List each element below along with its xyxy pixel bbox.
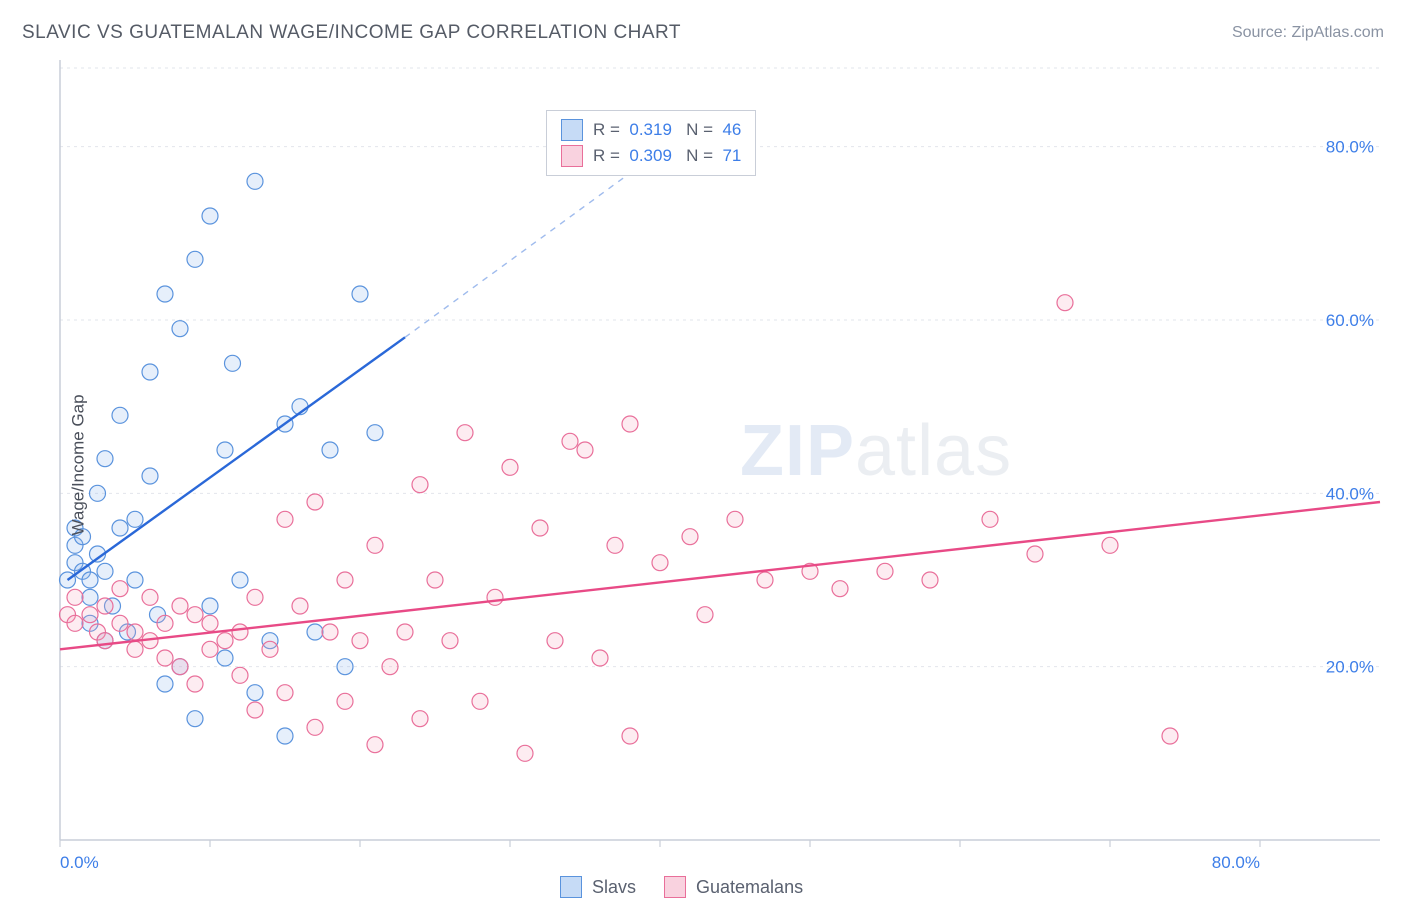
legend-swatch — [560, 876, 582, 898]
legend-swatch — [561, 145, 583, 167]
svg-text:0.0%: 0.0% — [60, 853, 99, 872]
stats-legend-row: R = 0.319 N = 46 — [561, 117, 741, 143]
source-name: ZipAtlas.com — [1292, 24, 1384, 41]
title-bar: SLAVIC VS GUATEMALAN WAGE/INCOME GAP COR… — [22, 18, 1384, 48]
svg-text:60.0%: 60.0% — [1326, 311, 1374, 330]
source-prefix: Source: — [1232, 24, 1292, 41]
legend-swatch — [561, 119, 583, 141]
source-attribution: Source: ZipAtlas.com — [1232, 24, 1384, 42]
stats-legend-row: R = 0.309 N = 71 — [561, 143, 741, 169]
chart-area: Wage/Income Gap 0.0% 80.0% 20.0% 40.0% 60.0%… — [0, 50, 1406, 880]
series-legend-label: Slavs — [592, 877, 636, 898]
chart-title: SLAVIC VS GUATEMALAN WAGE/INCOME GAP COR… — [22, 22, 681, 44]
svg-text:80.0%: 80.0% — [1326, 138, 1374, 157]
legend-stat-text: R = 0.309 N = 71 — [593, 143, 741, 169]
series-legend-item: Guatemalans — [664, 876, 803, 898]
svg-text:80.0%: 80.0% — [1212, 853, 1260, 872]
legend-stat-text: R = 0.319 N = 46 — [593, 117, 741, 143]
svg-text:20.0%: 20.0% — [1326, 658, 1374, 677]
legend-swatch — [664, 876, 686, 898]
y-axis-label: Wage/Income Gap — [69, 394, 89, 535]
series-legend-label: Guatemalans — [696, 877, 803, 898]
svg-text:40.0%: 40.0% — [1326, 484, 1374, 503]
series-legend: Slavs Guatemalans — [560, 876, 803, 898]
stats-legend: R = 0.319 N = 46R = 0.309 N = 71 — [546, 110, 756, 176]
series-legend-item: Slavs — [560, 876, 636, 898]
